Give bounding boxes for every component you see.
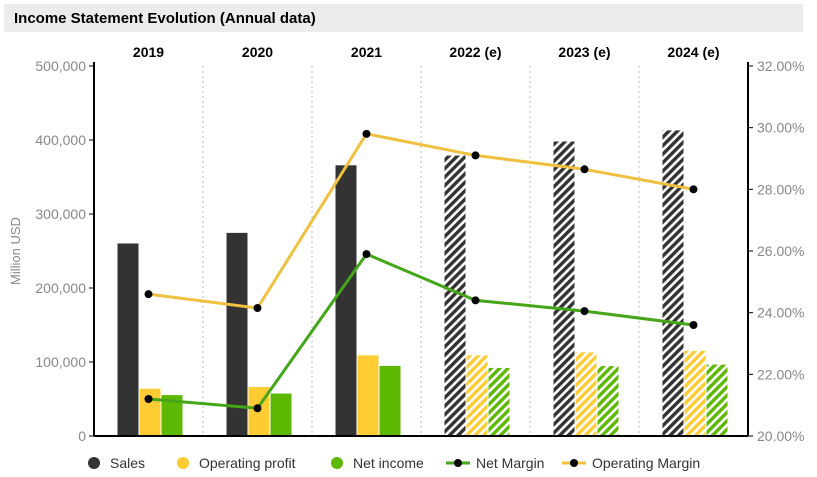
- y-tick-label: 400,000: [35, 132, 86, 148]
- y-tick-label: 0: [78, 428, 86, 444]
- net-income-bar: [161, 395, 183, 436]
- operating-margin-point: [144, 290, 153, 299]
- net-margin-line: [148, 252, 694, 410]
- legend-label: Sales: [110, 455, 145, 471]
- operating-margin-point: [362, 129, 371, 138]
- legend: Sales Operating profit Net income Net Margi…: [88, 455, 700, 471]
- y2-tick-label: 32.00%: [757, 58, 804, 74]
- operating-margin-line: [148, 132, 694, 310]
- net-income-bar: [706, 364, 728, 436]
- category-label: 2022 (e): [449, 44, 501, 60]
- y-tick-label: 200,000: [35, 280, 86, 296]
- operating-margin-point: [471, 151, 480, 160]
- bars: [117, 130, 728, 437]
- legend-label: Operating Margin: [592, 455, 700, 471]
- margin-lines: [144, 129, 698, 413]
- y2-tick-label: 22.00%: [757, 366, 804, 382]
- operating-margin-point: [689, 185, 698, 194]
- net-margin-point: [580, 307, 589, 316]
- legend-label: Operating profit: [199, 455, 296, 471]
- operating-profit-bar: [684, 350, 706, 436]
- y2-tick-label: 24.00%: [757, 305, 804, 321]
- category-label: 2023 (e): [558, 44, 610, 60]
- net-margin-point: [253, 404, 262, 413]
- category-label: 2020: [242, 44, 273, 60]
- y-tick-label: 500,000: [35, 58, 86, 74]
- legend-marker: [331, 457, 343, 469]
- net-margin-point: [471, 296, 480, 305]
- axes: [89, 62, 753, 437]
- sales-bar: [335, 165, 357, 437]
- net-margin-point: [144, 395, 153, 403]
- grid-lines: [202, 66, 640, 436]
- category-label: 2019: [133, 44, 164, 60]
- title-bar: Income Statement Evolution (Annual data): [4, 4, 803, 32]
- y-axis-label: Million USD: [8, 217, 23, 285]
- net-income-bar: [379, 365, 401, 436]
- sales-bar: [226, 232, 248, 436]
- y-tick-label: 100,000: [35, 354, 86, 370]
- net-income-bar: [597, 366, 619, 436]
- net-income-bar: [270, 393, 292, 436]
- legend-marker: [177, 457, 189, 469]
- y2-tick-label: 20.00%: [757, 428, 804, 444]
- y-tick-label: 300,000: [35, 206, 86, 222]
- sales-bar: [117, 243, 139, 436]
- operating-profit-bar: [466, 355, 488, 436]
- axis-labels: 0 100,000 200,000 300,000 400,000 500,000 20.0…: [8, 44, 804, 444]
- net-income-bar: [488, 367, 510, 436]
- operating-profit-bar: [575, 352, 597, 436]
- operating-profit-bar: [357, 355, 379, 436]
- chart-title: Income Statement Evolution (Annual data): [14, 10, 316, 27]
- net-margin-point: [362, 250, 371, 259]
- legend-label: Net income: [353, 455, 424, 471]
- operating-margin-point: [253, 304, 262, 313]
- legend-label: Net Margin: [476, 455, 544, 471]
- operating-margin-point: [580, 165, 589, 174]
- category-label: 2021: [351, 44, 382, 60]
- sales-bar: [662, 130, 684, 436]
- legend-marker: [88, 457, 100, 469]
- y2-tick-label: 28.00%: [757, 181, 804, 197]
- sales-bar: [553, 141, 575, 437]
- net-margin-point: [689, 321, 698, 329]
- legend-marker-dot: [570, 459, 578, 467]
- y2-tick-label: 30.00%: [757, 120, 804, 136]
- category-label: 2024 (e): [667, 44, 719, 60]
- sales-bar: [444, 155, 466, 437]
- legend-marker-dot: [454, 459, 462, 467]
- y2-tick-label: 26.00%: [757, 243, 804, 259]
